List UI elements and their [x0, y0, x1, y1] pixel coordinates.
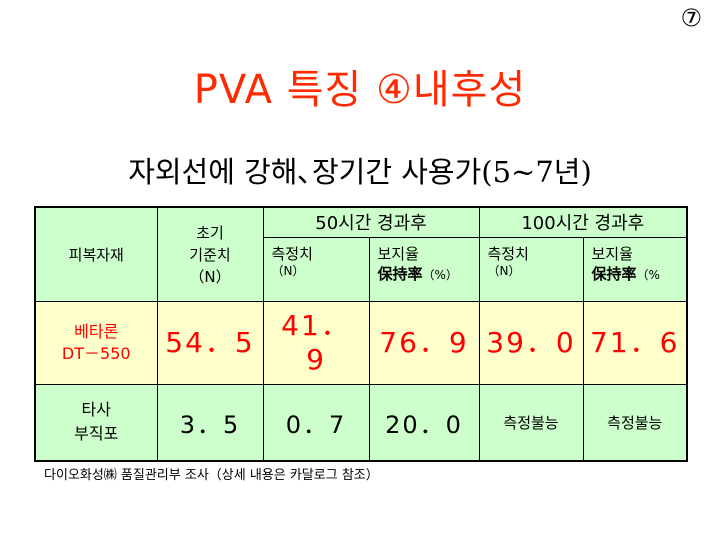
- header-measure-label: 측정치: [271, 244, 313, 263]
- header-retention-50h: 보지율 保持率（%）: [368, 236, 480, 303]
- header-retention-100h: 보지율 保持率（%: [582, 236, 688, 303]
- header-retention-label: 보지율: [377, 244, 419, 263]
- header-measure-100h: 측정치 （N）: [478, 236, 584, 303]
- cell-initial: 3．5: [156, 383, 264, 462]
- cell-measure-100h: 측정불능: [478, 383, 584, 462]
- table-subheader-row: 측정치 （N） 보지율 保持率（%） 측정치 （N） 보지율 保持率（%: [35, 236, 688, 303]
- table-row: 베타론 DT－550 54．5 41．9 76．9 39．0 71．6: [34, 301, 688, 385]
- cell-measure-100h: 39．0: [478, 301, 584, 385]
- subtitle-years: (5~7년): [481, 155, 592, 189]
- table-row: 타사 부직포 3．5 0．7 20．0 측정불능 측정불능: [34, 383, 688, 462]
- header-initial-line3: （N）: [189, 267, 231, 286]
- cell-measure-50h: 41．9: [262, 301, 370, 385]
- header-measure-unit: （N）: [271, 263, 305, 278]
- weather-resistance-table: 피복자재 초기 기준치 （N） 50시간 경과후 100시간 경과후 측정치 （…: [34, 206, 689, 462]
- header-initial: 초기 기준치 （N）: [156, 206, 264, 303]
- header-initial-line2: 기준치: [189, 245, 231, 264]
- footnote: 다이오화성㈱ 품질관리부 조사（상세 내용은 카달로그 참조）: [44, 468, 379, 483]
- header-material: 피복자재: [34, 206, 158, 303]
- page-subtitle: 자외선에 강해､장기간 사용가(5~7년): [0, 152, 720, 192]
- page-number: ⑦: [680, 4, 702, 32]
- cell-measure-50h: 0．7: [262, 383, 370, 462]
- header-group-100h: 100시간 경과후: [478, 206, 688, 238]
- header-retention-label: 보지율: [591, 244, 633, 263]
- row-name-competitor: 타사 부직포: [34, 383, 158, 462]
- header-measure-label: 측정치: [487, 244, 529, 263]
- header-initial-line1: 초기: [196, 223, 224, 242]
- cell-initial: 54．5: [156, 301, 264, 385]
- cell-retention-50h: 76．9: [368, 301, 480, 385]
- header-measure-50h: 측정치 （N）: [262, 236, 370, 303]
- row-name-betaron: 베타론 DT－550: [34, 301, 158, 385]
- page-title: PVA 특징 ④내후성: [193, 67, 527, 113]
- cell-retention-100h: 71．6: [582, 301, 688, 385]
- subtitle-text: 자외선에 강해､장기간 사용가: [128, 155, 482, 189]
- cell-retention-100h: 측정불능: [582, 383, 688, 462]
- header-retention-label2: 保持率（%）: [377, 264, 458, 283]
- header-retention-label2: 保持率（%: [591, 264, 660, 283]
- table-header-row: 피복자재 초기 기준치 （N） 50시간 경과후 100시간 경과후: [34, 206, 688, 303]
- header-measure-unit: （N）: [487, 263, 521, 278]
- cell-retention-50h: 20．0: [368, 383, 480, 462]
- header-group-50h: 50시간 경과후: [262, 206, 480, 238]
